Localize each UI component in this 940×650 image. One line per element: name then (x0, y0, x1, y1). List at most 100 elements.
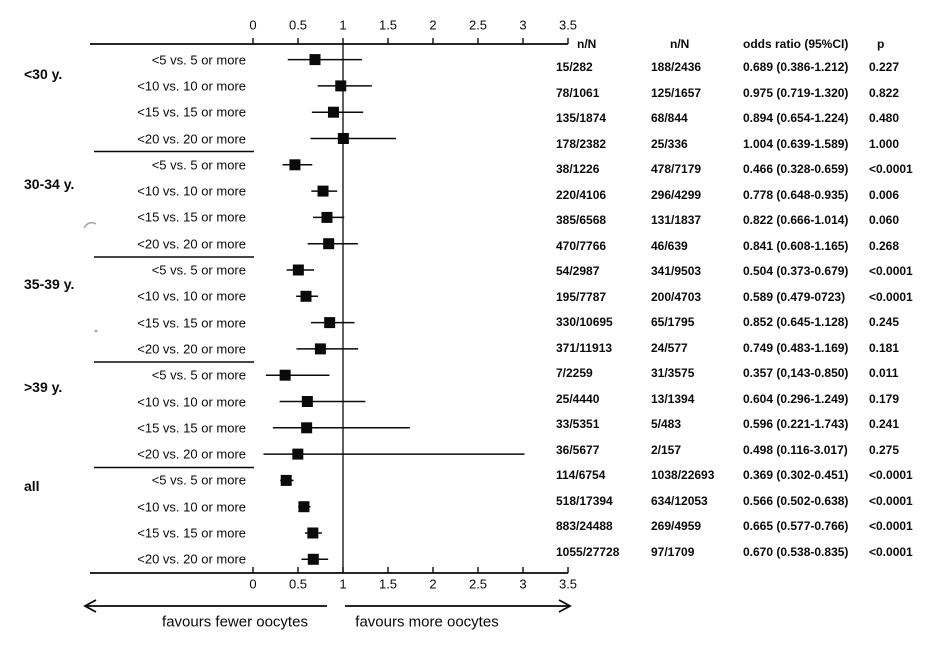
table-cell-p: 0.011 (869, 366, 899, 380)
table-cell-n1: 36/5677 (556, 442, 600, 457)
column-header-odds-ratio: odds ratio (95%CI) (743, 37, 849, 51)
table-cell-n1: 195/7787 (556, 289, 607, 304)
age-group-label: all (24, 478, 40, 494)
table-cell-p: <0.0001 (869, 468, 913, 482)
table-cell-n1: 178/2382 (556, 136, 607, 151)
table-cell-p: 0.480 (869, 111, 900, 125)
or-square (292, 448, 304, 460)
table-cell-or_ci: 0.596 (0.221-1.743) (743, 417, 849, 431)
table-cell-n1: 330/10695 (556, 315, 613, 329)
bottom-axis-tick-label: 1 (339, 576, 347, 592)
table-cell-n2: 24/577 (651, 340, 688, 355)
table-cell-or_ci: 0.822 (0.666-1.014) (743, 213, 849, 227)
table-cell-n1: 114/6754 (556, 468, 606, 482)
comparison-label: <10 vs. 10 or more (137, 394, 246, 409)
comparison-label: <20 vs. 20 or more (137, 236, 246, 252)
column-header-n-N-1: n/N (577, 37, 597, 51)
comparison-label: <5 vs. 5 or more (151, 367, 246, 383)
top-axis-tick-label: 2 (429, 17, 437, 33)
table-cell-or_ci: 0.604 (0.296-1.249) (743, 391, 849, 406)
table-cell-n1: 883/24488 (556, 519, 613, 533)
or-square (324, 317, 336, 329)
table-cell-n1: 15/282 (556, 60, 593, 74)
table-cell-or_ci: 0.466 (0.328-0.659) (743, 162, 849, 176)
table-cell-n2: 1038/22693 (651, 468, 715, 482)
table-cell-n1: 54/2987 (556, 264, 600, 278)
table-cell-or_ci: 1.004 (0.639-1.589) (743, 136, 849, 151)
age-group-label: 35-39 y. (24, 276, 75, 292)
table-cell-n2: 131/1837 (651, 213, 702, 227)
table-cell-n2: 65/1795 (651, 315, 695, 329)
table-cell-or_ci: 0.665 (0.577-0.766) (743, 519, 849, 533)
top-axis-tick-label: 2.5 (468, 17, 488, 33)
table-cell-n1: 518/17394 (556, 493, 613, 508)
table-cell-or_ci: 0.566 (0.502-0.638) (743, 493, 849, 508)
or-square (307, 527, 319, 539)
table-cell-n1: 1055/27728 (556, 544, 620, 559)
table-cell-p: <0.0001 (869, 264, 913, 278)
table-cell-n2: 125/1657 (651, 85, 702, 100)
or-square (337, 133, 349, 144)
table-cell-n2: 2/157 (651, 442, 682, 457)
table-cell-or_ci: 0.589 (0.479-0723) (743, 289, 846, 304)
table-cell-n1: 135/1874 (556, 111, 607, 125)
or-square (335, 80, 347, 92)
or-square (314, 343, 326, 355)
table-cell-n2: 200/4703 (651, 289, 702, 304)
comparison-label: <10 vs. 10 or more (137, 499, 246, 515)
comparison-label: <5 vs. 5 or more (151, 472, 246, 488)
table-cell-p: 0.241 (869, 417, 900, 431)
bottom-axis-tick-label: 3 (519, 576, 527, 592)
stray-mark (83, 221, 97, 229)
table-cell-p: <0.0001 (869, 493, 913, 508)
top-axis-tick-label: 1.5 (378, 17, 398, 33)
table-cell-p: 0.268 (869, 238, 900, 253)
or-square (279, 369, 291, 381)
age-group-label: 30-34 y. (24, 176, 75, 192)
table-cell-p: 0.822 (869, 85, 900, 100)
comparison-label: <15 vs. 15 or more (137, 104, 246, 120)
table-cell-n2: 68/844 (651, 111, 688, 125)
or-square (323, 238, 335, 250)
table-cell-or_ci: 0.504 (0.373-0.679) (743, 264, 849, 278)
stray-mark (94, 329, 98, 333)
comparison-label: <5 vs. 5 or more (151, 52, 246, 68)
bottom-axis-tick-label: 3.5 (558, 576, 578, 592)
table-cell-p: 0.060 (869, 213, 900, 227)
comparison-label: <5 vs. 5 or more (151, 157, 246, 173)
table-cell-or_ci: 0.852 (0.645-1.128) (743, 315, 849, 329)
comparison-label: <10 vs. 10 or more (137, 288, 246, 304)
or-square (307, 553, 319, 565)
right-arrow-head-icon (558, 599, 572, 613)
table-cell-n2: 478/7179 (651, 162, 702, 176)
comparison-label: <20 vs. 20 or more (137, 446, 246, 462)
or-square (300, 290, 312, 302)
table-cell-n2: 269/4959 (651, 519, 702, 533)
table-cell-n2: 13/1394 (651, 391, 695, 406)
table-cell-p: 0.181 (869, 340, 900, 355)
comparison-label: <15 vs. 15 or more (137, 420, 246, 436)
comparison-label: <10 vs. 10 or more (137, 183, 246, 199)
table-cell-n1: 38/1226 (556, 162, 600, 176)
top-axis-tick-label: 1 (339, 17, 347, 33)
table-cell-p: <0.0001 (869, 162, 913, 176)
table-cell-n2: 296/4299 (651, 187, 702, 202)
table-cell-n2: 46/639 (651, 238, 688, 253)
table-cell-n1: 33/5351 (556, 417, 600, 431)
table-cell-p: 0.245 (869, 315, 900, 329)
or-square (309, 54, 321, 66)
table-cell-p: 0.275 (869, 442, 900, 457)
bottom-axis-tick-label: 0.5 (288, 576, 308, 592)
top-axis-tick-label: 3 (519, 17, 527, 33)
table-cell-n1: 220/4106 (556, 187, 607, 202)
table-cell-or_ci: 0.975 (0.719-1.320) (743, 85, 849, 100)
top-axis-tick-label: 0 (249, 17, 257, 33)
table-cell-n2: 634/12053 (651, 493, 708, 508)
favours-fewer-oocytes-label: favours fewer oocytes (162, 613, 308, 631)
or-square (292, 264, 304, 276)
bottom-axis-tick-label: 0 (249, 576, 257, 592)
or-square (301, 422, 313, 434)
bottom-axis-tick-label: 2.5 (468, 576, 488, 592)
table-cell-n2: 31/3575 (651, 366, 695, 380)
age-group-label: <30 y. (24, 66, 63, 82)
